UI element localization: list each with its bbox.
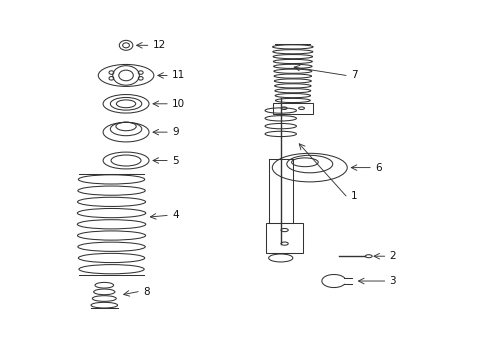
Text: 5: 5 bbox=[172, 156, 178, 166]
Text: 11: 11 bbox=[172, 71, 185, 80]
Text: 2: 2 bbox=[389, 251, 395, 261]
Text: 6: 6 bbox=[374, 163, 381, 172]
Bar bbox=[272, 103, 312, 113]
Bar bbox=[265, 222, 302, 253]
Text: 12: 12 bbox=[152, 40, 165, 50]
Text: 7: 7 bbox=[350, 71, 357, 80]
Text: 9: 9 bbox=[172, 127, 178, 137]
Text: 1: 1 bbox=[350, 191, 357, 201]
Text: 8: 8 bbox=[142, 287, 149, 297]
Text: 4: 4 bbox=[172, 211, 178, 220]
Text: 3: 3 bbox=[389, 276, 395, 286]
Text: 10: 10 bbox=[172, 99, 185, 109]
